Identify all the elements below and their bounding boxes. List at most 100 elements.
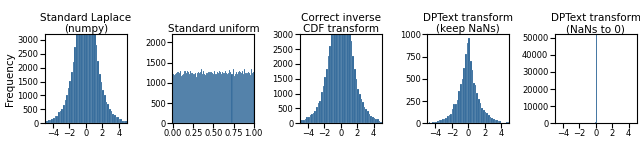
Bar [342, 0, 344, 123]
Bar [181, 76, 182, 123]
Bar [467, 43, 468, 123]
Bar [595, 122, 596, 123]
Bar [334, 0, 336, 123]
Bar [209, 72, 211, 123]
Bar [359, 94, 360, 123]
Bar [199, 73, 200, 123]
Bar [244, 73, 246, 123]
Bar [81, 0, 83, 123]
Bar [234, 74, 236, 123]
Bar [313, 113, 314, 123]
Bar [452, 109, 454, 123]
Bar [99, 74, 100, 123]
Bar [180, 71, 181, 123]
Bar [375, 119, 377, 123]
Bar [486, 113, 488, 123]
Bar [173, 74, 174, 123]
Bar [243, 74, 244, 123]
Bar [437, 121, 438, 123]
Bar [493, 119, 495, 123]
Bar [115, 117, 117, 123]
Bar [356, 79, 357, 123]
Bar [193, 74, 194, 123]
Bar [76, 30, 77, 123]
Bar [212, 73, 213, 123]
Bar [465, 54, 467, 123]
Bar [236, 72, 237, 123]
Bar [369, 114, 371, 123]
Bar [311, 114, 313, 123]
Bar [225, 71, 227, 123]
Bar [48, 120, 50, 123]
Bar [460, 84, 461, 123]
Bar [300, 121, 301, 123]
Bar [330, 46, 331, 123]
Bar [501, 122, 503, 123]
Bar [175, 74, 176, 123]
Bar [506, 122, 508, 123]
Bar [495, 120, 496, 123]
Bar [232, 69, 234, 123]
Bar [218, 73, 220, 123]
Bar [54, 116, 56, 123]
Bar [104, 95, 106, 123]
Bar [438, 120, 440, 123]
Bar [470, 61, 472, 123]
Bar [237, 72, 239, 123]
Bar [310, 115, 311, 123]
Bar [198, 72, 199, 123]
Bar [220, 72, 221, 123]
Bar [492, 118, 493, 123]
Bar [202, 74, 204, 123]
Bar [176, 73, 177, 123]
Bar [241, 71, 243, 123]
Bar [106, 102, 108, 123]
Bar [339, 0, 341, 123]
Bar [196, 77, 197, 123]
Bar [432, 122, 434, 123]
Bar [250, 75, 251, 123]
Bar [596, 122, 597, 123]
Bar [189, 74, 190, 123]
Bar [336, 0, 337, 123]
Bar [112, 114, 114, 123]
Bar [94, 30, 96, 123]
Bar [83, 0, 84, 123]
Bar [206, 73, 207, 123]
Bar [65, 100, 66, 123]
Bar [473, 83, 475, 123]
Bar [427, 122, 429, 123]
Bar [201, 69, 202, 123]
Bar [122, 121, 124, 123]
Bar [450, 114, 452, 123]
Bar [360, 99, 362, 123]
Bar [197, 73, 198, 123]
Bar [484, 112, 486, 123]
Bar [333, 2, 334, 123]
Bar [100, 82, 102, 123]
Bar [186, 73, 187, 123]
Bar [352, 56, 354, 123]
Bar [230, 72, 232, 123]
Bar [47, 121, 48, 123]
Bar [476, 93, 478, 123]
Bar [71, 72, 73, 123]
Bar [213, 73, 214, 123]
Bar [177, 72, 178, 123]
Bar [114, 115, 115, 123]
Bar [84, 0, 86, 123]
Bar [472, 70, 473, 123]
Bar [326, 69, 328, 123]
Bar [200, 72, 201, 123]
Bar [182, 75, 183, 123]
Bar [74, 47, 76, 123]
Bar [117, 117, 119, 123]
Bar [102, 90, 104, 123]
Bar [447, 116, 449, 123]
Bar [316, 107, 318, 123]
Bar [53, 117, 54, 123]
Bar [478, 99, 480, 123]
Title: DPText transform
(keep NaNs): DPText transform (keep NaNs) [423, 13, 513, 34]
Bar [323, 86, 324, 123]
Bar [480, 103, 481, 123]
